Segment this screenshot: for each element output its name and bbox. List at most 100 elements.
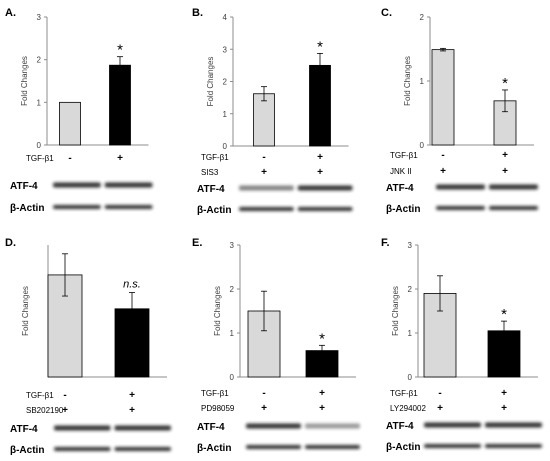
panel-label: F.: [381, 237, 390, 249]
y-tick-label: 2: [230, 285, 235, 294]
blot-label: β-Actin: [10, 203, 44, 214]
y-axis-label: Fold Changes: [206, 57, 215, 107]
blot-band: [305, 423, 360, 429]
significance-label: *: [501, 306, 507, 323]
blot-label: β-Actin: [10, 445, 44, 456]
y-tick-label: 3: [37, 13, 42, 22]
panel-e: E. 0 1 2 3 Fold Changes * TGF-β1 - + PD98059 + + ATF-…: [192, 237, 360, 454]
blot-band: [54, 425, 111, 431]
bar: [253, 93, 275, 147]
y-tick-label: 0: [223, 142, 228, 151]
blot-band: [424, 422, 481, 428]
blot-band: [297, 185, 353, 191]
significance-label: *: [117, 42, 123, 59]
blot-label: β-Actin: [386, 442, 420, 453]
y-tick-label: 2: [420, 13, 425, 22]
y-tick-label: 1: [408, 329, 413, 338]
blot-label: ATF-4: [386, 183, 414, 194]
blot-band: [239, 185, 294, 191]
significance-label: *: [319, 330, 325, 347]
blot-band: [54, 447, 111, 451]
blot-label: ATF-4: [197, 184, 225, 195]
condition-value: +: [319, 388, 325, 399]
panel-f: F. 0 1 2 3 Fold Changes * TGF-β1 - + LY294002 + + ATF…: [381, 237, 542, 453]
condition-label: TGF-β1: [201, 389, 229, 398]
condition-value: +: [437, 403, 443, 414]
condition-label: TGF-β1: [26, 154, 54, 163]
condition-value: -: [63, 390, 66, 401]
y-tick-label: 1: [37, 98, 42, 107]
y-tick-label: 3: [408, 241, 413, 250]
blot-band: [489, 206, 538, 210]
y-tick-label: 3: [223, 45, 228, 54]
condition-value: +: [440, 166, 446, 177]
condition-label: PD98059: [201, 404, 235, 413]
y-tick-label: 1: [420, 77, 425, 86]
panel-label: C.: [381, 7, 392, 19]
blot-band: [485, 422, 542, 428]
blot-band: [246, 423, 301, 429]
condition-label: TGF-β1: [201, 153, 229, 162]
panel-label: B.: [192, 7, 203, 19]
blot-label: ATF-4: [386, 421, 414, 432]
y-tick-label: 1: [230, 329, 235, 338]
condition-label: JNK II: [390, 167, 412, 176]
y-tick-label: 0: [230, 373, 235, 382]
panel-c: C. 0 1 2 Fold Changes * TGF-β1 - + JNK II + + ATF-4 β…: [381, 7, 538, 215]
blot-band: [424, 444, 481, 448]
significance-label: *: [502, 75, 508, 92]
y-tick-label: 2: [37, 56, 42, 65]
condition-label: SB202190: [26, 406, 64, 415]
blot-label: β-Actin: [197, 443, 231, 454]
condition-value: +: [261, 403, 267, 414]
condition-value: -: [68, 153, 71, 164]
y-tick-label: 1: [223, 110, 228, 119]
condition-label: TGF-β1: [26, 391, 54, 400]
blot-label: β-Actin: [386, 204, 420, 215]
condition-value: -: [262, 152, 265, 163]
blot-band: [305, 445, 360, 449]
bar: [59, 101, 81, 146]
condition-value: +: [129, 390, 135, 401]
y-tick-label: 0: [420, 141, 425, 150]
y-axis-label: Fold Changes: [213, 286, 222, 336]
blot-band: [297, 207, 353, 211]
condition-label: TGF-β1: [390, 151, 418, 160]
blot-band: [489, 184, 538, 190]
condition-label: SIS3: [201, 168, 219, 177]
bar: [109, 64, 131, 146]
blot-label: ATF-4: [197, 422, 225, 433]
condition-value: +: [501, 388, 507, 399]
y-axis-label: Fold Changes: [20, 56, 29, 106]
condition-value: +: [117, 153, 123, 164]
condition-label: TGF-β1: [390, 389, 418, 398]
condition-value: -: [438, 388, 441, 399]
condition-value: -: [262, 388, 265, 399]
condition-value: -: [441, 150, 444, 161]
condition-value: +: [261, 167, 267, 178]
y-tick-label: 3: [230, 241, 235, 250]
panel-label: A.: [5, 7, 16, 19]
y-axis-label: Fold Changes: [21, 286, 30, 336]
blot-band: [53, 205, 101, 209]
condition-value: +: [501, 403, 507, 414]
y-tick-label: 2: [408, 285, 413, 294]
y-tick-label: 0: [408, 373, 413, 382]
condition-value: +: [62, 405, 68, 416]
significance-label: n.s.: [123, 279, 141, 291]
blot-label: β-Actin: [197, 205, 231, 216]
blot-label: ATF-4: [10, 181, 38, 192]
y-tick-label: 4: [223, 13, 228, 22]
condition-value: +: [317, 167, 323, 178]
blot-band: [239, 207, 294, 211]
blot-band: [485, 444, 542, 448]
y-axis-label: Fold Changes: [391, 286, 400, 336]
bar: [431, 49, 455, 146]
blot-band: [436, 184, 485, 190]
y-tick-label: 2: [223, 78, 228, 87]
blot-band: [114, 425, 171, 431]
blot-band: [246, 445, 301, 449]
blot-label: ATF-4: [10, 424, 38, 435]
blot-band: [436, 206, 485, 210]
